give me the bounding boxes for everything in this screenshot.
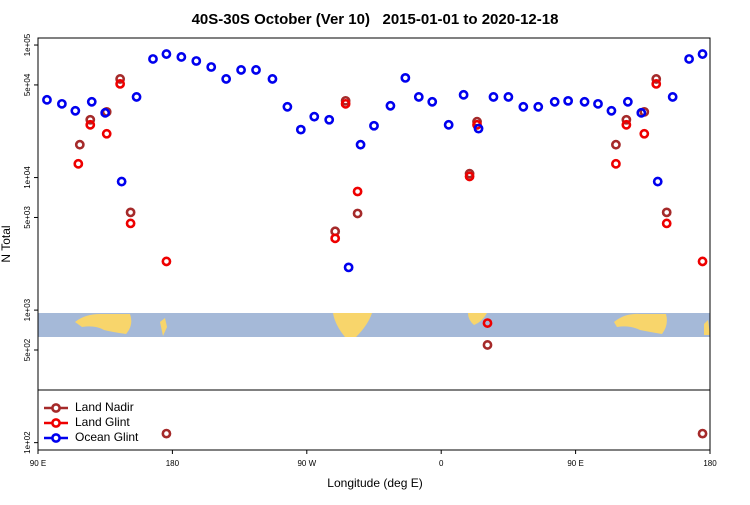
plot-frame xyxy=(37,37,711,451)
point xyxy=(221,74,232,84)
point xyxy=(352,186,363,197)
point xyxy=(161,49,172,59)
point xyxy=(639,128,650,139)
point xyxy=(611,139,621,150)
point xyxy=(549,96,560,107)
point xyxy=(593,98,603,109)
point xyxy=(533,101,544,112)
y-tick-label: 1e+03 xyxy=(23,298,32,321)
point xyxy=(488,92,499,102)
point xyxy=(458,89,469,100)
point xyxy=(622,96,633,107)
point xyxy=(206,62,217,72)
x-tick-label: 0 xyxy=(439,459,444,468)
point xyxy=(309,111,320,122)
y-axis-label: N Total xyxy=(0,225,13,262)
point xyxy=(73,158,84,169)
point xyxy=(56,98,67,109)
point xyxy=(236,65,246,75)
point xyxy=(324,114,335,125)
point xyxy=(148,54,158,64)
point xyxy=(661,207,672,218)
point xyxy=(651,74,662,84)
x-tick-label: 90 E xyxy=(30,459,46,468)
x-tick-label: 90 E xyxy=(567,459,583,468)
point xyxy=(176,52,187,62)
point xyxy=(131,92,142,102)
point xyxy=(503,92,514,102)
y-tick-label: 1e+05 xyxy=(23,33,32,56)
point xyxy=(482,340,493,350)
point xyxy=(267,74,278,84)
point xyxy=(443,119,454,130)
point xyxy=(70,105,81,116)
point xyxy=(85,119,96,130)
y-tick-label: 5e+03 xyxy=(23,206,32,229)
point xyxy=(621,114,632,125)
point xyxy=(651,79,662,89)
point xyxy=(355,139,366,150)
legend-marker xyxy=(51,433,61,443)
point xyxy=(343,262,354,273)
point xyxy=(606,105,617,116)
point xyxy=(667,92,678,102)
point xyxy=(697,256,708,267)
point xyxy=(427,96,438,107)
point xyxy=(115,79,126,89)
x-tick-label: 90 W xyxy=(297,459,316,468)
point xyxy=(101,128,112,139)
point xyxy=(100,107,111,118)
point xyxy=(125,218,136,229)
point xyxy=(621,119,632,130)
point xyxy=(697,428,708,439)
legend-marker xyxy=(51,403,61,413)
y-tick-label: 5e+04 xyxy=(23,73,32,96)
legend-label: Ocean Glint xyxy=(75,430,139,444)
point xyxy=(251,65,261,75)
chart-title: 40S-30S October (Ver 10) 2015-01-01 to 2… xyxy=(192,11,559,28)
point xyxy=(115,74,126,84)
point xyxy=(473,123,484,134)
y-tick-label: 5e+02 xyxy=(23,338,32,361)
legend-marker xyxy=(51,418,61,428)
point xyxy=(352,208,363,219)
point xyxy=(636,107,647,118)
y-tick-label: 1e+04 xyxy=(23,166,32,189)
point xyxy=(161,256,172,267)
point xyxy=(161,428,172,439)
point xyxy=(652,176,663,187)
point xyxy=(85,114,96,125)
point xyxy=(385,100,396,111)
point xyxy=(697,49,708,59)
point xyxy=(340,98,351,109)
x-axis-label: Longitude (deg E) xyxy=(327,476,422,490)
point xyxy=(295,124,306,135)
point xyxy=(661,218,672,229)
point xyxy=(684,54,694,64)
legend-label: Land Glint xyxy=(75,415,130,429)
map-strip xyxy=(38,313,710,337)
point xyxy=(611,158,621,169)
point xyxy=(330,233,341,244)
point xyxy=(86,96,97,107)
point xyxy=(116,176,127,187)
point xyxy=(191,56,202,66)
point xyxy=(369,120,379,131)
point xyxy=(563,95,574,106)
x-tick-label: 180 xyxy=(166,459,180,468)
point xyxy=(482,318,493,328)
point xyxy=(413,92,424,102)
point xyxy=(282,101,293,112)
point xyxy=(464,171,475,182)
point xyxy=(42,94,52,105)
point xyxy=(400,72,411,83)
legend-label: Land Nadir xyxy=(75,400,134,414)
point xyxy=(74,139,85,150)
point xyxy=(125,207,136,218)
x-tick-label: 180 xyxy=(703,459,717,468)
y-tick-label: 1e+02 xyxy=(23,431,32,454)
point xyxy=(579,96,590,107)
point xyxy=(518,101,529,112)
